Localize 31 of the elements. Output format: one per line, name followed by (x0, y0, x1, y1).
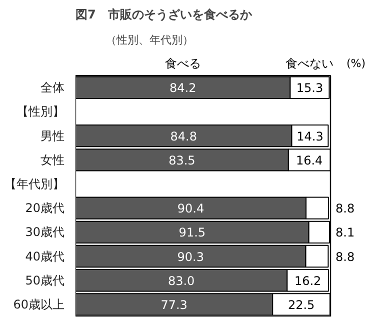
series-label: 食べない (286, 56, 334, 71)
data-label: 8.1 (336, 226, 355, 240)
data-label: 22.5 (288, 298, 315, 312)
y-tick-label: 30歳代 (25, 225, 65, 240)
chart-title: 図7 市販のそうざいを食べるか (76, 8, 253, 22)
y-tick-label: 20歳代 (25, 201, 65, 216)
data-label: 8.8 (336, 250, 355, 264)
data-label: 91.5 (178, 226, 206, 240)
data-label: 84.2 (169, 81, 196, 96)
data-label: 16.4 (296, 153, 323, 168)
y-tick-label: 女性 (40, 152, 64, 167)
data-label: 16.2 (294, 274, 322, 288)
chart-subtitle: （性別、年代別） (106, 34, 194, 46)
y-tick-label: 60歳以上 (13, 297, 65, 312)
y-tick-label: 【性別】 (16, 104, 64, 119)
data-label: 83.5 (168, 153, 196, 168)
data-label: 8.8 (336, 202, 355, 216)
y-tick-label: 40歳代 (25, 249, 65, 264)
text: (%) (346, 57, 366, 70)
data-label: 14.3 (296, 129, 324, 144)
data-label: 15.3 (296, 81, 324, 96)
data-label: 90.4 (177, 202, 204, 216)
series-label: 食べる (164, 56, 201, 71)
data-label: 90.3 (177, 250, 204, 264)
y-tick-label: 50歳代 (25, 273, 65, 288)
y-tick-label: 【年代別】 (4, 177, 64, 191)
y-tick-label: 男性 (40, 128, 64, 143)
data-label: 77.3 (160, 298, 188, 312)
y-tick-label: 全体 (40, 80, 64, 95)
data-label: 83.0 (168, 274, 195, 288)
data-label: 84.8 (170, 129, 197, 144)
